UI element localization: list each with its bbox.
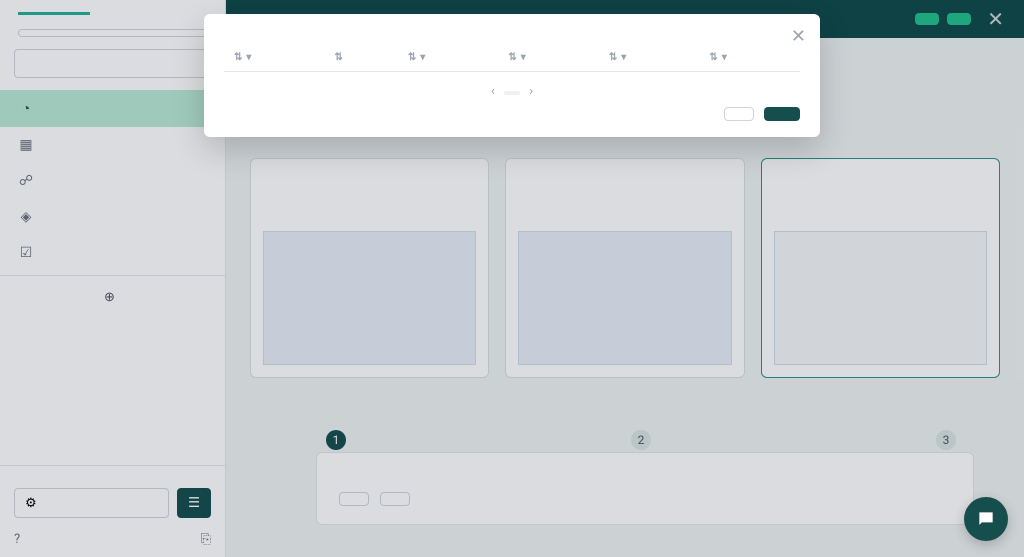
current-page[interactable] <box>504 91 520 95</box>
col-engagements[interactable]: ⇅ <box>325 44 398 72</box>
modal-close-icon[interactable]: ✕ <box>791 26 806 47</box>
table-header-row: ⇅▾ ⇅ ⇅▾ ⇅▾ ⇅▾ ⇅▾ <box>224 44 800 72</box>
col-employment[interactable]: ⇅▾ <box>599 44 700 72</box>
modal-actions <box>224 107 800 121</box>
col-gender[interactable]: ⇅▾ <box>398 44 499 72</box>
sort-icon[interactable]: ⇅ <box>335 52 343 63</box>
cancel-button[interactable] <box>724 107 754 121</box>
filter-icon[interactable]: ▾ <box>246 52 251 63</box>
col-full-name[interactable]: ⇅▾ <box>224 44 325 72</box>
sort-icon[interactable]: ⇅ <box>508 52 516 63</box>
sort-icon[interactable]: ⇅ <box>234 52 242 63</box>
pagination: ‹ › <box>224 84 800 99</box>
filter-icon[interactable]: ▾ <box>722 52 727 63</box>
sort-icon[interactable]: ⇅ <box>408 52 416 63</box>
col-disability[interactable]: ⇅▾ <box>699 44 800 72</box>
view-button[interactable] <box>764 107 800 121</box>
col-ethnicity[interactable]: ⇅▾ <box>498 44 599 72</box>
chat-icon <box>976 509 996 529</box>
chat-fab[interactable] <box>964 497 1008 541</box>
next-page-icon[interactable]: › <box>529 84 533 99</box>
sort-icon[interactable]: ⇅ <box>709 52 717 63</box>
preview-table: ⇅▾ ⇅ ⇅▾ ⇅▾ ⇅▾ ⇅▾ <box>224 44 800 72</box>
template-preview-modal: ✕ ⇅▾ ⇅ ⇅▾ ⇅▾ ⇅▾ ⇅▾ ‹ › <box>204 14 820 137</box>
filter-icon[interactable]: ▾ <box>621 52 626 63</box>
sort-icon[interactable]: ⇅ <box>609 52 617 63</box>
filter-icon[interactable]: ▾ <box>420 52 425 63</box>
filter-icon[interactable]: ▾ <box>521 52 526 63</box>
prev-page-icon[interactable]: ‹ <box>491 84 495 99</box>
